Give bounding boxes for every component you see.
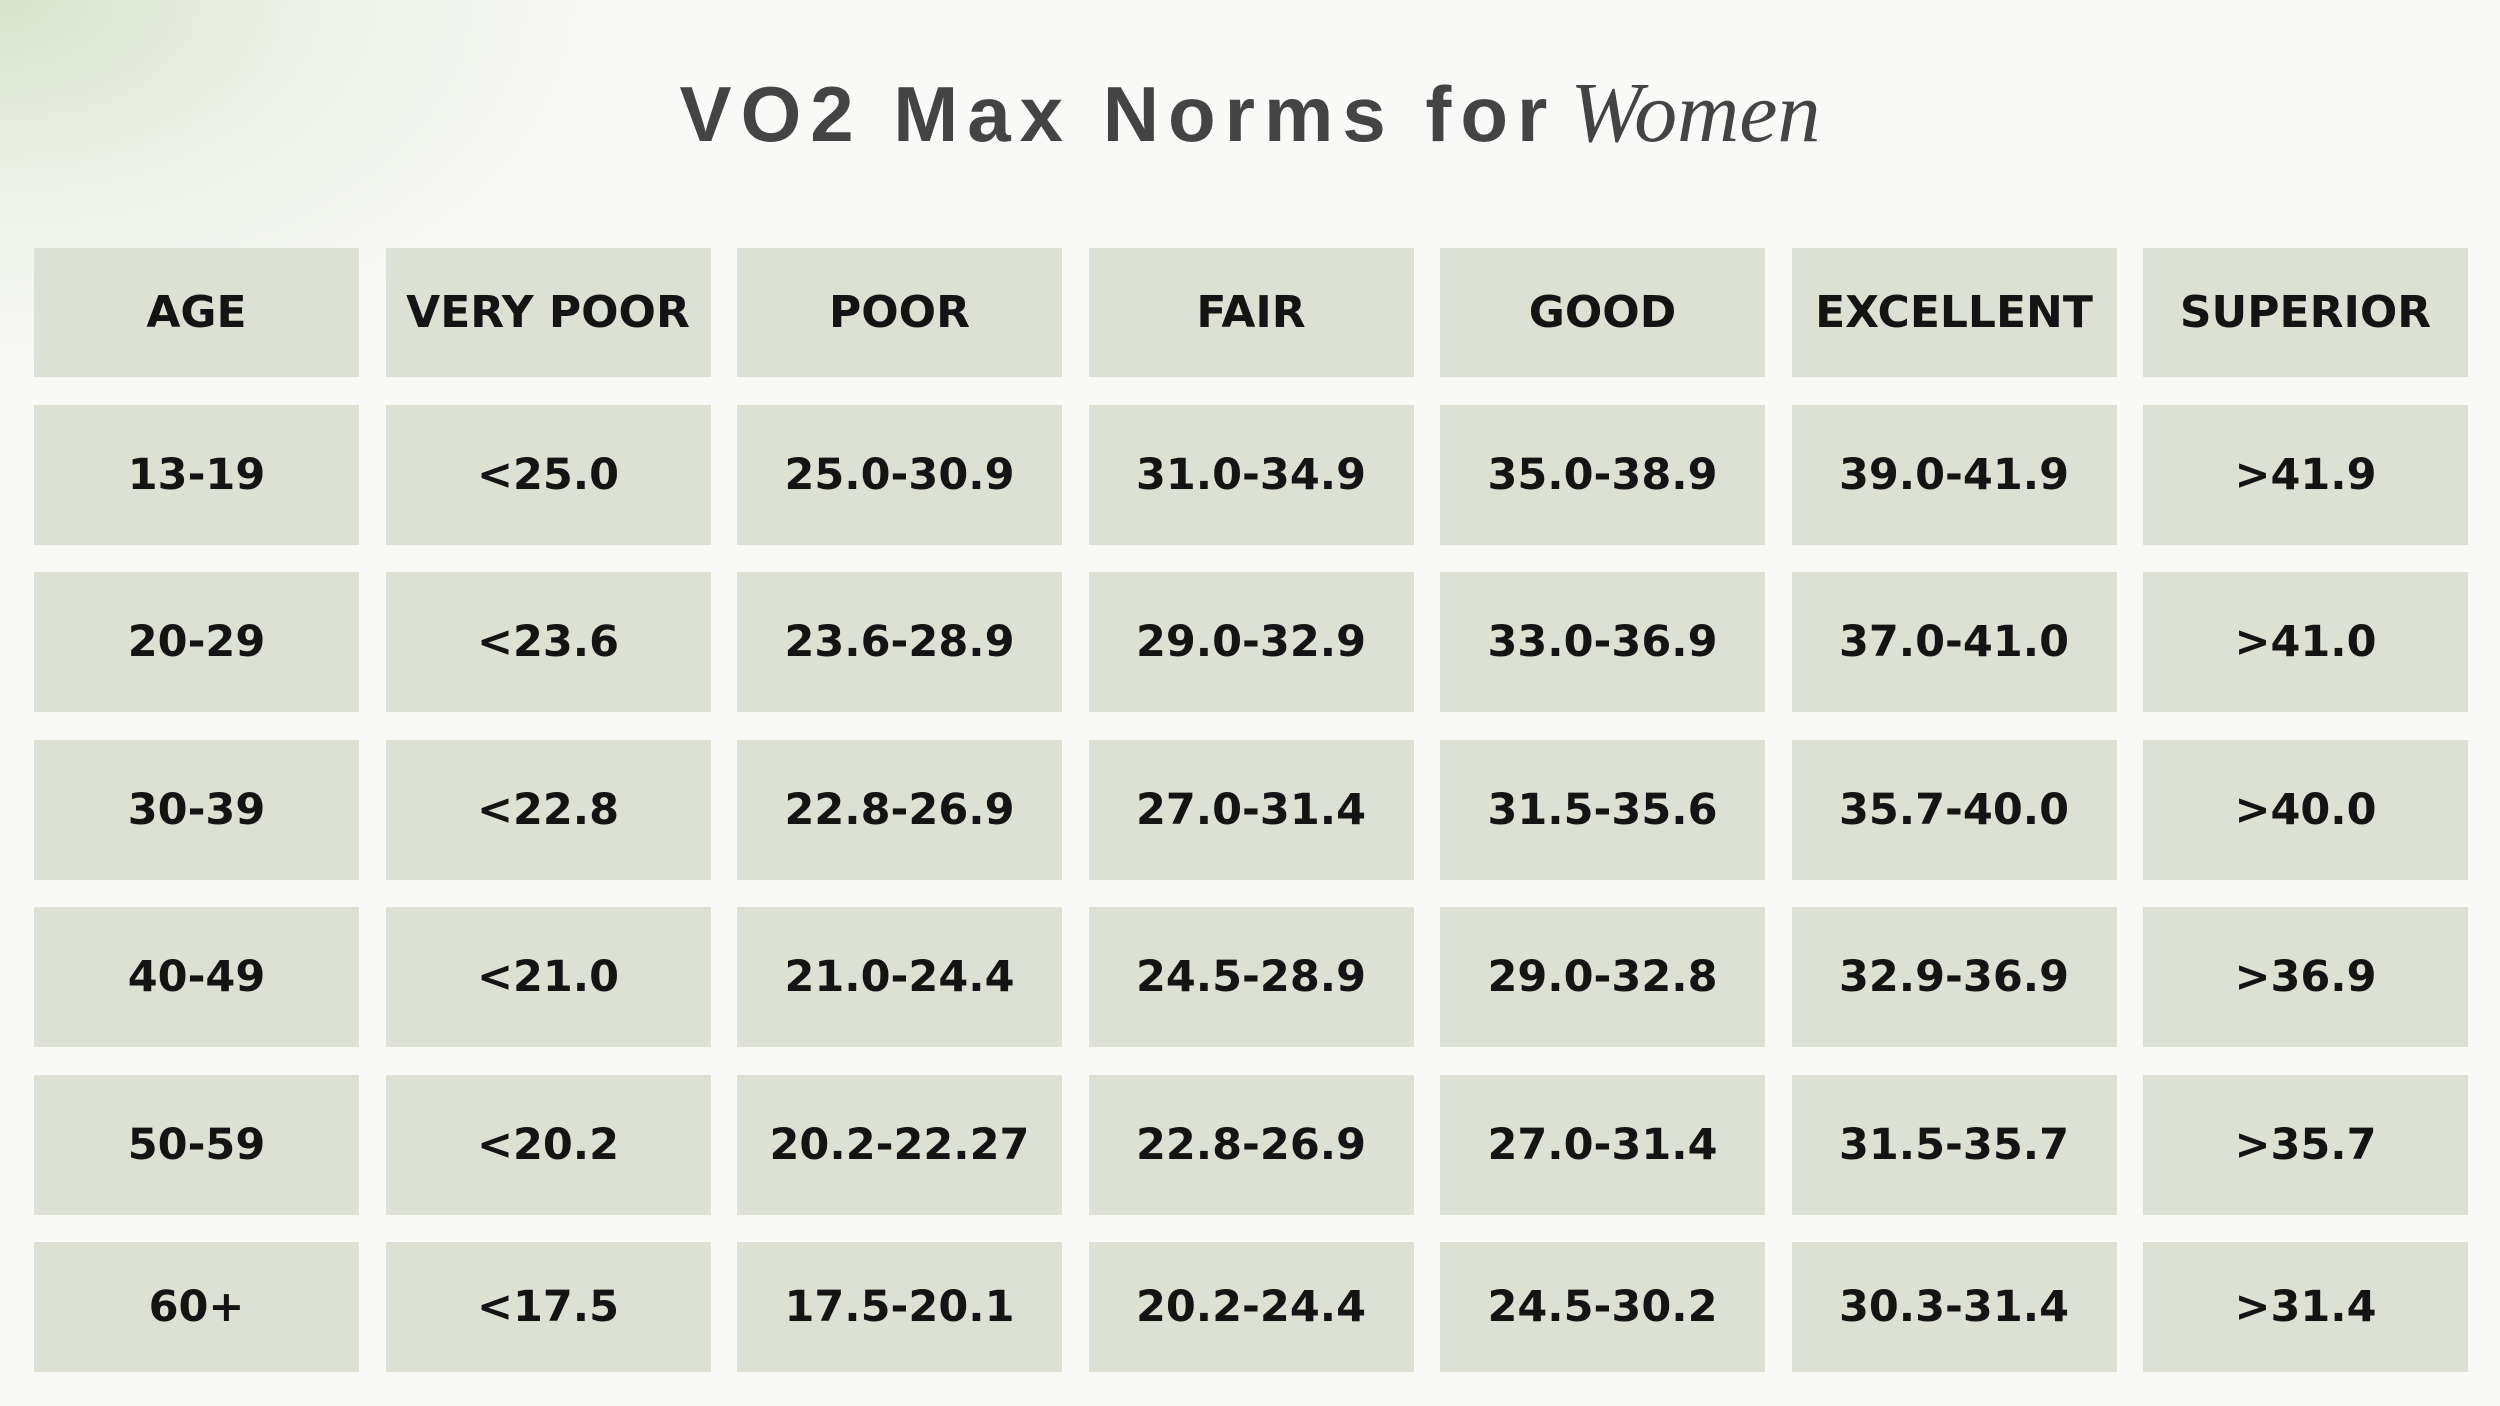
table-cell-poor: 17.5-20.1 — [737, 1242, 1062, 1372]
table-cell-excellent: 30.3-31.4 — [1791, 1242, 2117, 1372]
page-title: VO2 Max Norms for Women — [0, 62, 2500, 162]
table-cell-poor: 23.6-28.9 — [737, 572, 1062, 712]
table-cell-excellent: 39.0-41.9 — [1791, 404, 2117, 545]
table-cell-very-poor: <23.6 — [385, 572, 711, 712]
table-cell-poor: 21.0-24.4 — [737, 907, 1062, 1047]
header-excellent: EXCELLENT — [1791, 248, 2117, 377]
table-cell-good: 24.5-30.2 — [1440, 1242, 1765, 1372]
title-main-text: VO2 Max Norms for — [679, 70, 1557, 158]
table-cell-very-poor: <25.0 — [385, 404, 711, 545]
table-cell-very-poor: <20.2 — [385, 1074, 711, 1215]
table-cell-very-poor: <17.5 — [385, 1242, 711, 1372]
table-cell-fair: 31.0-34.9 — [1088, 404, 1414, 545]
table-cell-good: 27.0-31.4 — [1440, 1074, 1765, 1215]
table-cell-superior: >35.7 — [2143, 1074, 2468, 1215]
table-cell-good: 31.5-35.6 — [1440, 739, 1765, 880]
table-cell-excellent: 37.0-41.0 — [1791, 572, 2117, 712]
table-cell-good: 29.0-32.8 — [1440, 907, 1765, 1047]
header-good: GOOD — [1440, 248, 1765, 377]
table-cell-excellent: 31.5-35.7 — [1791, 1074, 2117, 1215]
table-cell-excellent: 35.7-40.0 — [1791, 739, 2117, 880]
table-cell-fair: 22.8-26.9 — [1088, 1074, 1414, 1215]
table-cell-excellent: 32.9-36.9 — [1791, 907, 2117, 1047]
table-cell-fair: 24.5-28.9 — [1088, 907, 1414, 1047]
table-cell-poor: 25.0-30.9 — [737, 404, 1062, 545]
header-superior: SUPERIOR — [2143, 248, 2468, 377]
table-cell-superior: >41.9 — [2143, 404, 2468, 545]
vo2-norms-table: AGE VERY POOR POOR FAIR GOOD EXCELLENT SUPERIO… — [34, 248, 2468, 1372]
header-fair: FAIR — [1088, 248, 1414, 377]
title-accent-text: Women — [1570, 64, 1821, 160]
table-cell-good: 33.0-36.9 — [1440, 572, 1765, 712]
table-cell-poor: 20.2-22.27 — [737, 1074, 1062, 1215]
age-range-cell: 20-29 — [34, 572, 359, 712]
table-cell-superior: >31.4 — [2143, 1242, 2468, 1372]
table-cell-superior: >40.0 — [2143, 739, 2468, 880]
table-cell-fair: 20.2-24.4 — [1088, 1242, 1414, 1372]
age-range-cell: 40-49 — [34, 907, 359, 1047]
header-poor: POOR — [737, 248, 1062, 377]
table-cell-fair: 27.0-31.4 — [1088, 739, 1414, 880]
table-cell-superior: >41.0 — [2143, 572, 2468, 712]
table-cell-poor: 22.8-26.9 — [737, 739, 1062, 880]
header-age: AGE — [34, 248, 359, 377]
age-range-cell: 30-39 — [34, 739, 359, 880]
table-cell-good: 35.0-38.9 — [1440, 404, 1765, 545]
table-cell-very-poor: <22.8 — [385, 739, 711, 880]
age-range-cell: 50-59 — [34, 1074, 359, 1215]
header-very-poor: VERY POOR — [385, 248, 711, 377]
age-range-cell: 13-19 — [34, 404, 359, 545]
table-cell-superior: >36.9 — [2143, 907, 2468, 1047]
table-cell-very-poor: <21.0 — [385, 907, 711, 1047]
age-range-cell: 60+ — [34, 1242, 359, 1372]
table-cell-fair: 29.0-32.9 — [1088, 572, 1414, 712]
